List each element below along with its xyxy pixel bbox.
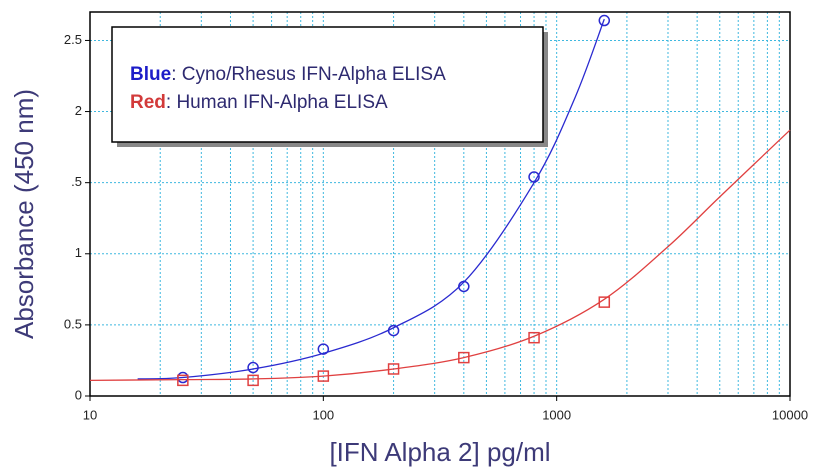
- data-point: [598, 14, 611, 27]
- fit-curve: [137, 18, 605, 380]
- plot-frame: [89, 11, 791, 397]
- y-tick-label: 0.5: [64, 316, 82, 331]
- legend-key: Blue: [130, 64, 171, 85]
- x-tick-label: 10: [83, 407, 97, 422]
- data-point: [528, 331, 540, 344]
- y-axis-label: Absorbance (450 nm): [9, 89, 39, 339]
- data-point: [598, 296, 611, 308]
- data-point: [247, 374, 259, 387]
- data-point: [247, 361, 259, 374]
- legend-entry: Red: Human IFN-Alpha ELISA: [130, 92, 388, 113]
- data-point: [387, 363, 400, 375]
- legend-entry: Blue: Cyno/Rhesus IFN-Alpha ELISA: [130, 64, 446, 85]
- data-point: [317, 370, 330, 382]
- x-tick-label: 1000: [542, 407, 571, 422]
- y-tick-label: 1: [75, 245, 82, 260]
- data-point: [177, 374, 189, 387]
- legend-text: : Cyno/Rhesus IFN-Alpha ELISA: [171, 64, 446, 85]
- data-point: [458, 351, 470, 364]
- y-tick-label: 2: [75, 103, 82, 118]
- y-tick-label: 2.5: [64, 32, 82, 47]
- y-tick-label: 0: [75, 387, 82, 402]
- legend-box: [111, 26, 544, 143]
- data-point: [528, 171, 540, 183]
- legend-text: : Human IFN-Alpha ELISA: [166, 92, 388, 113]
- x-axis-label: [IFN Alpha 2] pg/ml: [329, 437, 550, 467]
- data-point: [458, 280, 470, 293]
- x-tick-label: 100: [312, 407, 334, 422]
- legend-key: Red: [130, 92, 166, 113]
- x-tick-label: 10000: [772, 407, 808, 422]
- fit-curve: [89, 129, 791, 382]
- y-tick-label: .5: [71, 174, 82, 189]
- data-point: [387, 324, 400, 337]
- data-point: [317, 343, 330, 355]
